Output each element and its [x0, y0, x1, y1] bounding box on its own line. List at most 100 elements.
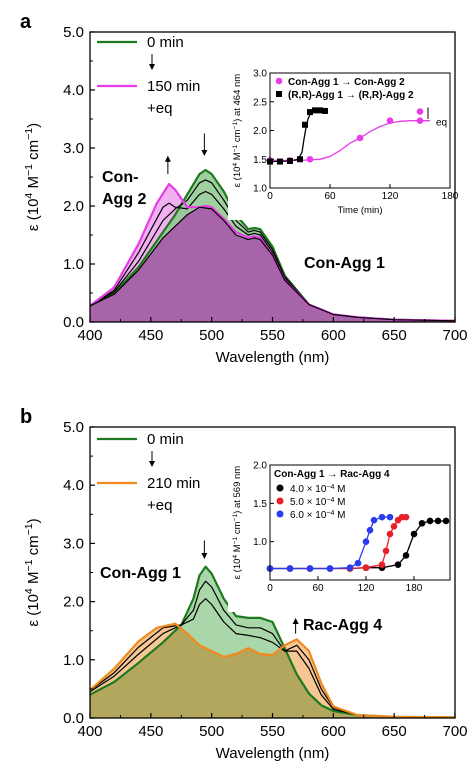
- inset-point: [386, 530, 394, 538]
- inset-point: [306, 155, 314, 163]
- inset-y-tick-label: 1.5: [253, 499, 267, 510]
- inset-point: [386, 117, 394, 125]
- inset-y-tick-label: 2.5: [253, 97, 267, 108]
- inset-y-tick-label: 1.0: [253, 537, 267, 548]
- inset-frame: [269, 464, 451, 581]
- inset-x-tick-label: 180: [442, 191, 459, 202]
- inset-x-tick-label: 60: [324, 191, 336, 202]
- series-line-4: [89, 206, 456, 322]
- y-tick-label: 1.0: [63, 256, 84, 273]
- y-tick-label: 0.0: [63, 710, 84, 727]
- inset-point: [326, 565, 334, 572]
- legend: 0 min 150 min +eq: [97, 34, 200, 117]
- inset-background: [228, 61, 454, 220]
- inset-x-tick-label: 60: [312, 583, 324, 594]
- inset-legend-marker: [276, 91, 282, 97]
- inset-y-tick-label: 2.0: [253, 126, 267, 137]
- legend-label-0: 0 min: [147, 34, 184, 51]
- legend: 0 min 210 min +eq: [97, 431, 200, 514]
- legend-arrowhead: [149, 64, 155, 70]
- inset-eq-label: eq: [436, 118, 447, 129]
- inset-legend-marker: [276, 510, 284, 518]
- y-tick-label: 5.0: [63, 24, 84, 41]
- inset-point: [410, 530, 418, 538]
- inset-point: [378, 513, 386, 521]
- x-tick-label: 400: [77, 327, 102, 344]
- inset-y-axis-label: ε (104 M−1 cm−1) at 464 nm: [232, 74, 244, 187]
- x-tick-label: 450: [138, 327, 163, 344]
- x-axis-label: Wavelength (nm): [216, 745, 330, 762]
- inset-chart: 0 60 120 180 1.0 1.5 2.0 2.5 3.0 Time (min) ε (104…: [228, 61, 459, 220]
- inset-legend-label: 5.0 × 10−4 M: [290, 497, 346, 509]
- x-tick-label: 700: [442, 723, 467, 740]
- annotation-con-agg1: Con-Agg 1: [100, 565, 181, 582]
- inset-legend-marker: [275, 77, 283, 85]
- inset-y-axis-label: ε (104 M−1 cm−1) at 569 nm: [232, 466, 244, 579]
- inset-legend-marker: [276, 484, 284, 492]
- x-tick-label: 500: [199, 723, 224, 740]
- inset-point: [390, 523, 398, 530]
- inset-point: [287, 157, 293, 164]
- series-line-0: [89, 565, 456, 719]
- series-line-1: [89, 580, 456, 718]
- inset-point: [297, 156, 303, 163]
- series-line-2: [89, 598, 456, 718]
- y-axis-label: ε (104 M−1 cm−1): [23, 518, 42, 626]
- inset-point: [416, 117, 424, 125]
- inset-point: [434, 517, 442, 525]
- inset-x-tick-label: 180: [406, 583, 423, 594]
- y-tick-label: 3.0: [63, 140, 84, 157]
- inset-legend-label: (R,R)-Agg 1 → (R,R)-Agg 2: [288, 90, 414, 101]
- inset-x-tick-label: 120: [382, 191, 399, 202]
- legend-arrowhead: [149, 461, 155, 467]
- inset-point: [286, 565, 294, 572]
- inset-legend-label: Con-Agg 1 → Con-Agg 2: [288, 77, 405, 88]
- panel-label: b: [20, 406, 32, 428]
- x-tick-label: 600: [321, 723, 346, 740]
- inset-point: [386, 513, 394, 521]
- inset-point: [317, 107, 323, 114]
- inset-point: [418, 519, 426, 527]
- inset-point: [322, 107, 328, 114]
- inset-point: [382, 547, 390, 555]
- annotation-con-agg1: Con-Agg 1: [304, 255, 385, 272]
- inset-point: [402, 552, 410, 559]
- series-line-3: [89, 622, 456, 719]
- x-tick-label: 650: [382, 327, 407, 344]
- inset-y-tick-label: 2.0: [253, 461, 267, 472]
- y-tick-label: 2.0: [63, 198, 84, 215]
- x-tick-label: 700: [442, 327, 467, 344]
- annotation-rac-agg4: Rac-Agg 4: [303, 617, 382, 634]
- x-tick-label: 450: [138, 723, 163, 740]
- inset-title: Con-Agg 1 → Rac-Agg 4: [274, 469, 390, 480]
- inset-point: [312, 107, 318, 114]
- inset-point: [346, 564, 354, 572]
- x-tick-label: 550: [260, 723, 285, 740]
- inset-point: [362, 538, 370, 545]
- x-tick-label: 650: [382, 723, 407, 740]
- y-tick-label: 1.0: [63, 652, 84, 669]
- inset-point: [306, 565, 314, 572]
- inset-legend-label: 4.0 × 10−4 M: [290, 484, 346, 496]
- inset-point: [394, 561, 402, 568]
- annotation-con-agg2-line1: Con-: [102, 169, 138, 186]
- x-tick-label: 600: [321, 327, 346, 344]
- inset-x-tick-label: 0: [267, 583, 273, 594]
- area-fill-overlap: [90, 207, 455, 322]
- inset-point: [302, 121, 308, 128]
- peak-arrowhead-down: [201, 149, 208, 156]
- legend-label-1: 150 min: [147, 78, 200, 95]
- inset-point: [354, 559, 362, 567]
- panel-label: a: [20, 11, 32, 33]
- inset-point: [378, 561, 386, 568]
- peak-arrowhead-down: [201, 552, 208, 559]
- inset-x-tick-label: 120: [358, 583, 375, 594]
- legend-extra: +eq: [147, 100, 172, 117]
- x-axis-label: Wavelength (nm): [216, 349, 330, 366]
- x-tick-label: 550: [260, 327, 285, 344]
- inset-point: [362, 564, 370, 572]
- y-tick-label: 5.0: [63, 419, 84, 436]
- x-tick-label: 400: [77, 723, 102, 740]
